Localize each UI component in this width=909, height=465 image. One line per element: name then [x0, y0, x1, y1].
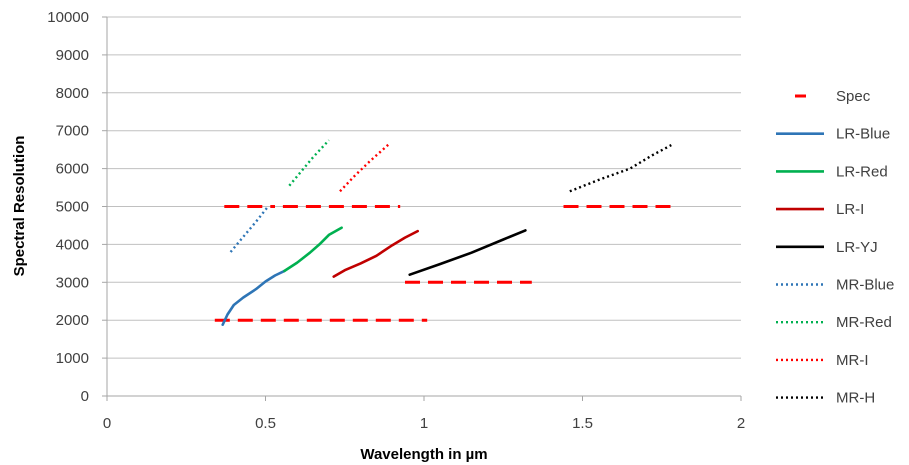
y-tick-label: 5000: [56, 199, 89, 216]
y-tick-label: 4000: [56, 236, 89, 253]
x-tick-label: 1.5: [572, 415, 593, 432]
series-line-mr-red: [288, 139, 330, 187]
y-tick-label: 3000: [56, 274, 89, 291]
legend-label: MR-I: [836, 352, 869, 369]
legend-label: LR-Blue: [836, 126, 890, 143]
y-tick-label: 8000: [56, 85, 89, 102]
y-tick-label: 9000: [56, 47, 89, 64]
series-line-mr-h: [569, 144, 672, 193]
series-line-lr-blue: [221, 269, 286, 327]
legend-item-lr-i: LR-I: [776, 201, 864, 218]
x-tick-labels: 0 0.5 1 1.5 2: [103, 415, 745, 432]
x-axis-label: Wavelength in µm: [360, 446, 487, 463]
y-tick-label: 7000: [56, 123, 89, 140]
legend-label: Spec: [836, 88, 871, 105]
series-line-mr-blue: [229, 204, 270, 253]
series-line-mr-i: [339, 143, 390, 193]
axes: [102, 16, 742, 401]
legend-label: MR-Red: [836, 314, 892, 331]
legend-item-mr-red: MR-Red: [776, 314, 892, 331]
legend-label: LR-YJ: [836, 239, 878, 256]
series-line-lr-red: [283, 226, 343, 273]
y-tick-label: 0: [81, 388, 89, 405]
legend-item-mr-blue: MR-Blue: [776, 277, 894, 294]
x-tick-label: 2: [737, 415, 745, 432]
legend: Spec LR-Blue LR-Red LR-I LR-YJ MR-Blue MR-Red M…: [776, 88, 894, 407]
series-lines: [214, 139, 678, 327]
x-tick-label: 1: [420, 415, 428, 432]
gridlines: [107, 16, 741, 359]
series-line-lr-i: [332, 229, 420, 278]
y-tick-label: 1000: [56, 350, 89, 367]
legend-item-spec: Spec: [795, 88, 871, 105]
y-tick-label: 6000: [56, 161, 89, 178]
y-tick-label: 2000: [56, 312, 89, 329]
y-axis-label: Spectral Resolution: [11, 136, 28, 277]
legend-label: LR-I: [836, 201, 864, 218]
legend-item-lr-yj: LR-YJ: [776, 239, 878, 256]
legend-label: MR-H: [836, 390, 875, 407]
legend-item-mr-h: MR-H: [776, 390, 875, 407]
x-tick-label: 0.5: [255, 415, 276, 432]
legend-label: LR-Red: [836, 163, 888, 180]
legend-label: MR-Blue: [836, 277, 894, 294]
legend-item-mr-i: MR-I: [776, 352, 869, 369]
x-tick-label: 0: [103, 415, 111, 432]
y-tick-labels: 0 1000 2000 3000 4000 5000 6000 7000 8000 9000 100…: [47, 9, 89, 405]
series-line-lr-yj: [408, 229, 527, 277]
legend-item-lr-red: LR-Red: [776, 163, 888, 180]
y-tick-label: 10000: [47, 9, 89, 26]
legend-item-lr-blue: LR-Blue: [776, 126, 890, 143]
